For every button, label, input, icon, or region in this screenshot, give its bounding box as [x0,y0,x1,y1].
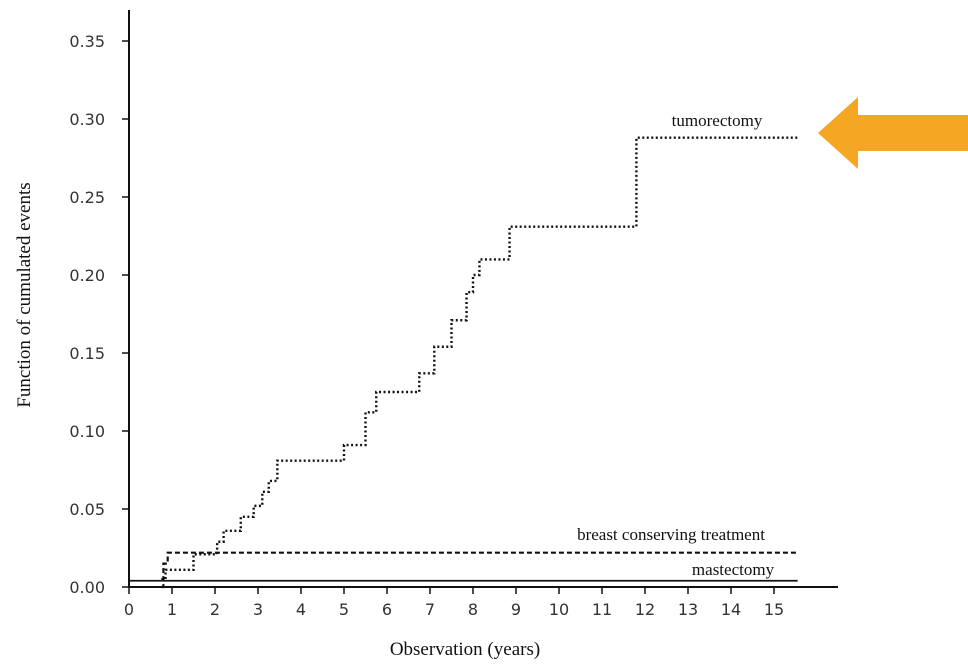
y-axis-ticks: 0.00 0.05 0.10 0.15 0.20 0.25 0.30 0.35 [69,32,129,597]
plot-area [128,10,838,588]
y-tick-label: 0.30 [69,110,105,129]
y-tick-label: 0.10 [69,422,105,441]
x-tick-label: 5 [339,600,349,619]
y-tick-label: 0.15 [69,344,105,363]
series-line-1 [161,551,798,589]
x-tick-label: 15 [764,600,784,619]
y-tick-label: 0.25 [69,188,105,207]
x-tick-label: 3 [253,600,263,619]
highlight-arrow-icon [818,97,968,169]
y-axis-title: Function of cumulated events [14,182,35,407]
x-tick-label: 2 [210,600,220,619]
series-line-0 [161,136,798,581]
x-axis-ticks: 0 1 2 3 4 5 6 7 8 9 10 11 12 13 14 15 [124,587,784,619]
x-tick-label: 11 [592,600,612,619]
series-label-1: breast conserving treatment [577,525,765,544]
y-tick-label: 0.05 [69,500,105,519]
x-axis-title: Observation (years) [390,639,540,660]
x-tick-label: 10 [549,600,569,619]
x-tick-label: 6 [382,600,392,619]
x-tick-label: 1 [167,600,177,619]
x-tick-label: 0 [124,600,134,619]
x-tick-label: 9 [511,600,521,619]
y-tick-label: 0.35 [69,32,105,51]
x-tick-label: 12 [635,600,655,619]
x-tick-label: 7 [425,600,435,619]
series-layer [129,136,798,589]
x-tick-label: 4 [296,600,306,619]
series-label-0: tumorectomy [672,111,763,130]
x-tick-label: 8 [468,600,478,619]
x-tick-label: 13 [678,600,698,619]
x-tick-label: 14 [721,600,741,619]
series-labels: tumorectomy breast conserving treatment ma… [577,111,775,579]
series-label-2: mastectomy [692,560,775,579]
y-tick-label: 0.00 [69,578,105,597]
y-tick-label: 0.20 [69,266,105,285]
